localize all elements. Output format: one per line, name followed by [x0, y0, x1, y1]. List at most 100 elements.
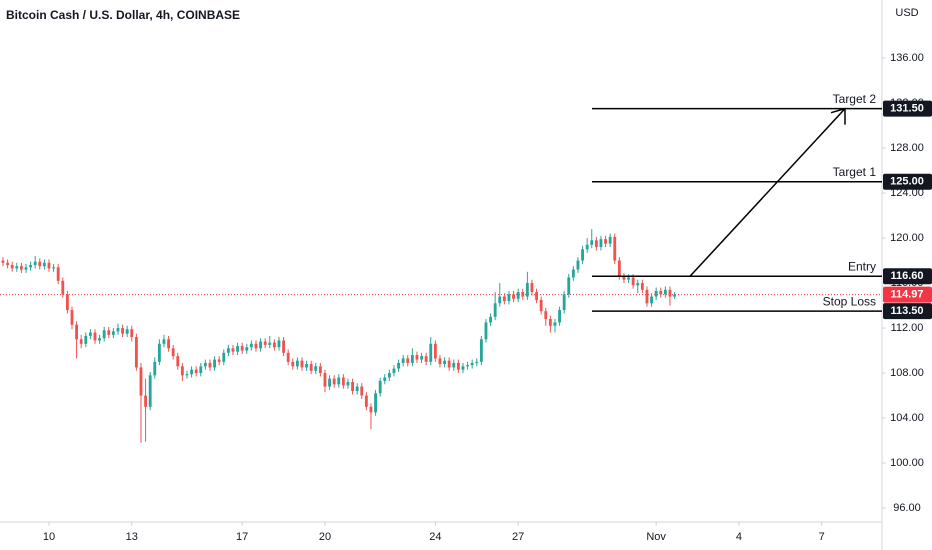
- candle-body: [249, 343, 253, 348]
- candle-body: [153, 361, 157, 376]
- arrow-head: [830, 107, 846, 125]
- candle-body: [516, 292, 520, 299]
- candle-body: [585, 244, 589, 250]
- x-tick-label: 4: [736, 531, 742, 543]
- candle-body: [75, 324, 79, 340]
- candle-body: [571, 269, 575, 278]
- candle-body: [61, 280, 65, 295]
- candle-body: [314, 366, 318, 371]
- last-price-label: 114.97: [890, 289, 923, 301]
- candle-body: [424, 356, 428, 362]
- candle-body: [337, 377, 341, 385]
- candle-body: [190, 369, 194, 375]
- candle-body: [38, 261, 42, 267]
- candle-body: [231, 348, 235, 352]
- candle-body: [512, 294, 515, 299]
- candle-body: [650, 296, 653, 304]
- candle-body: [631, 277, 635, 286]
- candle-body: [507, 294, 511, 302]
- candle-body: [378, 380, 382, 394]
- x-tick-label: 10: [43, 531, 55, 543]
- candle-body: [475, 361, 479, 363]
- candle-body: [433, 343, 437, 359]
- y-tick-label: 100.00: [890, 457, 924, 469]
- candle-body: [295, 360, 299, 367]
- candle-body: [659, 290, 663, 295]
- candle-body: [309, 364, 313, 371]
- candle-body: [286, 352, 290, 362]
- candle-body: [608, 236, 612, 244]
- candle-body: [645, 289, 649, 304]
- candle-body: [456, 362, 460, 370]
- chart-title: Bitcoin Cash / U.S. Dollar, 4h, COINBASE: [6, 8, 240, 22]
- candle-body: [157, 343, 161, 362]
- y-tick-label: 104.00: [890, 412, 924, 424]
- candle-body: [447, 360, 451, 368]
- candle-body: [438, 358, 442, 365]
- candle-body: [640, 283, 644, 290]
- candle-body: [415, 355, 419, 360]
- candle-body: [328, 378, 331, 387]
- candle-body: [604, 239, 607, 244]
- candle-body: [33, 261, 37, 266]
- candle-body: [268, 342, 272, 345]
- candle-body: [351, 382, 354, 392]
- candle-body: [346, 382, 350, 386]
- candle-body: [576, 260, 580, 270]
- candle-body: [530, 283, 534, 293]
- candle-body: [171, 348, 175, 357]
- candle-body: [240, 346, 244, 351]
- candle-body: [291, 361, 295, 367]
- candle-body: [29, 265, 33, 268]
- x-tick-label: 27: [512, 531, 524, 543]
- candle-body: [116, 328, 120, 332]
- candle-body: [226, 348, 230, 353]
- candle-body: [19, 266, 23, 270]
- candle-body: [553, 322, 557, 326]
- candle-body: [525, 283, 529, 297]
- candle-body: [305, 364, 308, 368]
- candle-body: [369, 406, 373, 413]
- candle-body: [111, 331, 115, 335]
- candle-body: [102, 330, 106, 339]
- candle-body: [493, 303, 497, 317]
- candle-body: [88, 332, 92, 336]
- candle-body: [383, 377, 387, 381]
- candle-body: [364, 395, 368, 407]
- candle-body: [47, 262, 51, 269]
- candle-body: [10, 265, 14, 269]
- candle-body: [562, 294, 566, 311]
- y-tick-label: 96.00: [893, 502, 921, 514]
- candle-body: [420, 356, 423, 360]
- candle-body: [272, 342, 276, 348]
- x-tick-label: 7: [819, 531, 825, 543]
- candle-body: [535, 292, 538, 300]
- candle-body: [222, 352, 226, 362]
- candle-body: [42, 262, 46, 267]
- plot-area: [0, 229, 882, 443]
- level-label: Target 1: [833, 165, 877, 179]
- candle-body: [125, 329, 129, 334]
- candle-body: [341, 377, 345, 386]
- y-tick-label: 124.00: [890, 187, 924, 199]
- candle-body: [162, 339, 166, 344]
- candle-body: [429, 343, 433, 362]
- arrow: [689, 108, 846, 277]
- candle-body: [401, 358, 405, 363]
- candle-body: [318, 366, 322, 374]
- level-price-box: [883, 100, 932, 117]
- y-tick-label: 112.00: [891, 322, 924, 334]
- candle-body: [461, 366, 465, 370]
- candle-body: [374, 393, 377, 413]
- candle-body: [134, 337, 138, 368]
- level-price-box: [883, 303, 932, 320]
- candle-body: [185, 374, 189, 376]
- candle-body: [622, 276, 626, 280]
- y-tick-label: 108.00: [890, 367, 924, 379]
- candle-body: [167, 339, 171, 349]
- candle-body: [360, 386, 364, 396]
- candle-body: [668, 289, 672, 297]
- candle-body: [245, 347, 249, 351]
- candle-body: [323, 373, 327, 387]
- candle-body: [84, 335, 88, 344]
